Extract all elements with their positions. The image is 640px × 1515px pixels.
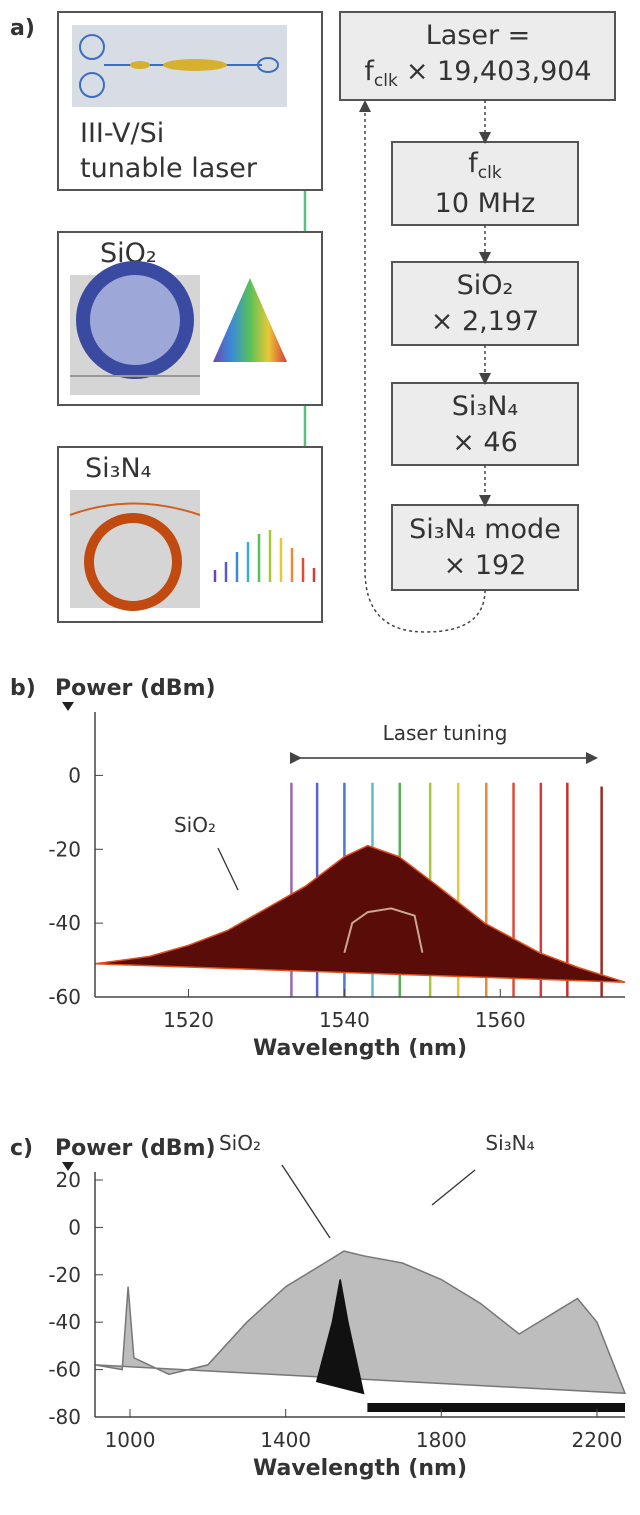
- x-tick-label: 1000: [105, 1428, 156, 1452]
- axis-marker: [62, 702, 74, 711]
- x-tick-label: 1540: [319, 1008, 370, 1032]
- x-tick-label: 1400: [260, 1428, 311, 1452]
- box-text: tunable laser: [80, 153, 258, 184]
- annotation: Laser tuning: [383, 721, 508, 745]
- leader-line: [281, 1164, 331, 1239]
- flow-text: SiO₂: [457, 270, 514, 301]
- panel-label: b): [10, 676, 36, 701]
- gain: [130, 61, 150, 69]
- flow-text: × 46: [452, 427, 518, 458]
- spectrum: [94, 1250, 627, 1395]
- x-tick-label: 1560: [475, 1008, 526, 1032]
- annotation: SiO₂: [219, 1131, 261, 1155]
- flow-text: Si₃N₄ mode: [409, 514, 561, 545]
- flow-text: Si₃N₄: [452, 391, 519, 422]
- panel-label: c): [10, 1136, 33, 1161]
- y-axis-label: Power (dBm): [55, 676, 216, 701]
- flow-text: × 192: [444, 550, 527, 581]
- panel-label: a): [10, 16, 35, 41]
- flow-box: [391, 261, 579, 346]
- y-tick-label: 0: [68, 763, 81, 787]
- annotation: SiO₂: [174, 813, 216, 837]
- y-tick-label: -20: [48, 837, 81, 861]
- flow-text: Laser =: [426, 20, 531, 51]
- box-text: III-V/Si: [80, 118, 164, 149]
- chart: c) Power (dBm) Wavelength (nm) 20 0 -20 -40 -60…: [10, 1131, 627, 1481]
- y-tick-label: -40: [48, 1310, 81, 1334]
- x-tick-label: 1520: [163, 1008, 214, 1032]
- spectrum: [94, 844, 626, 983]
- spectrum-line: [343, 907, 424, 953]
- flow-text: fclk: [468, 148, 502, 183]
- flow-text: fclk × 19,403,904: [364, 56, 591, 91]
- ring: [79, 72, 105, 98]
- x-axis-label: Wavelength (nm): [253, 1456, 467, 1481]
- x-axis-label: Wavelength (nm): [253, 1036, 467, 1061]
- resonator: [84, 513, 182, 611]
- leader-line: [217, 847, 239, 891]
- flow-box: [391, 141, 579, 226]
- y-tick-label: -20: [48, 1263, 81, 1287]
- panel-a: a) III-V/Si tunable laser SiO₂ Si₃N₄: [10, 11, 616, 633]
- ring: [79, 34, 105, 60]
- x-tick-label: 2200: [572, 1428, 623, 1452]
- flow-text: × 2,197: [431, 306, 540, 337]
- leader-line: [431, 1169, 476, 1206]
- x-tick-label: 1800: [416, 1428, 467, 1452]
- flow-arrows: [359, 100, 491, 633]
- box-text: Si₃N₄: [85, 453, 152, 484]
- resonator: [76, 261, 194, 379]
- spectrum-icon: [213, 278, 287, 362]
- loop: [257, 57, 279, 73]
- y-tick-label: -60: [48, 1358, 81, 1382]
- y-axis-label: Power (dBm): [55, 1136, 216, 1161]
- flow-text: 10 MHz: [435, 188, 536, 219]
- gain: [163, 59, 227, 71]
- annotation: Si₃N₄: [485, 1131, 534, 1155]
- y-tick-label: 20: [56, 1168, 81, 1192]
- y-tick-label: -60: [48, 985, 81, 1009]
- waveguide: [69, 502, 201, 516]
- chart: b) Power (dBm) Wavelength (nm) 0 -20 -40 -60 15…: [10, 676, 626, 1061]
- flow-box: [339, 11, 616, 101]
- y-tick-label: 0: [68, 1215, 81, 1239]
- comb-icon: [213, 530, 316, 582]
- y-tick-label: -80: [48, 1405, 81, 1429]
- y-tick-label: -40: [48, 911, 81, 935]
- axis-marker: [62, 1162, 74, 1171]
- spectrum: [315, 1279, 365, 1395]
